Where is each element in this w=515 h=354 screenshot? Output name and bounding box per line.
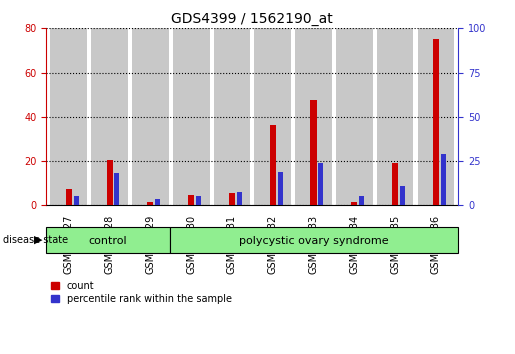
Bar <box>336 28 373 205</box>
Bar <box>46 227 170 253</box>
Text: control: control <box>89 236 128 246</box>
Bar <box>351 202 357 205</box>
Bar <box>359 196 364 205</box>
Bar <box>107 160 113 205</box>
Bar <box>196 196 201 205</box>
Text: ▶: ▶ <box>35 235 43 245</box>
Bar <box>66 189 72 205</box>
Bar <box>433 39 439 205</box>
Bar <box>441 154 445 205</box>
Text: polycystic ovary syndrome: polycystic ovary syndrome <box>239 236 389 246</box>
Bar <box>318 163 323 205</box>
Bar <box>377 28 414 205</box>
Bar <box>418 28 454 205</box>
Bar <box>229 193 235 205</box>
Bar <box>295 28 332 205</box>
Bar <box>74 195 79 205</box>
Bar <box>91 28 128 205</box>
Bar <box>278 172 283 205</box>
Bar <box>214 28 250 205</box>
Bar <box>254 28 291 205</box>
Bar <box>400 186 405 205</box>
Bar <box>155 199 160 205</box>
Bar <box>173 28 210 205</box>
Bar <box>147 202 153 205</box>
Bar <box>114 173 119 205</box>
Bar <box>311 100 317 205</box>
Legend: count, percentile rank within the sample: count, percentile rank within the sample <box>51 281 232 304</box>
Bar <box>237 192 242 205</box>
Bar <box>270 125 276 205</box>
Bar <box>170 227 458 253</box>
Text: disease state: disease state <box>3 235 67 245</box>
Title: GDS4399 / 1562190_at: GDS4399 / 1562190_at <box>171 12 333 26</box>
Bar <box>392 163 398 205</box>
Bar <box>132 28 169 205</box>
Bar <box>188 195 194 205</box>
Bar <box>50 28 87 205</box>
